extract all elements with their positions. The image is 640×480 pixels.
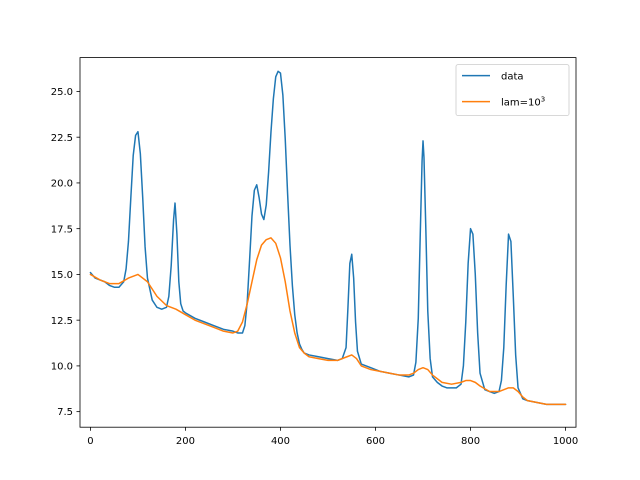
y-tick-label: 20.0 xyxy=(51,179,73,190)
series-line-smoothed xyxy=(89,237,567,406)
x-tick-label: 1000 xyxy=(553,436,578,447)
x-axis: 0 200 400 600 800 1000 xyxy=(87,427,578,447)
y-axis: 7.5 10.0 12.5 15.0 17.5 20.0 22.5 25.0 xyxy=(51,87,80,418)
legend-label-lam-exponent: 3 xyxy=(541,96,545,104)
y-tick-label: 10.0 xyxy=(51,362,73,373)
y-tick-label: 25.0 xyxy=(51,87,73,98)
legend-box xyxy=(455,64,570,116)
x-tick-label: 600 xyxy=(366,436,385,447)
legend-label-data: data xyxy=(501,72,524,83)
x-tick-label: 0 xyxy=(87,436,93,447)
plot-lines xyxy=(89,70,567,406)
y-tick-label: 15.0 xyxy=(51,270,73,281)
y-tick-label: 22.5 xyxy=(51,133,73,144)
axes-frame xyxy=(79,57,577,428)
legend-label-lam: lam=103 xyxy=(501,96,545,109)
legend: data lam=103 xyxy=(455,64,570,116)
legend-label-lam-base: lam=10 xyxy=(501,98,541,109)
y-tick-label: 12.5 xyxy=(51,316,73,327)
x-tick-label: 200 xyxy=(176,436,195,447)
y-tick-label: 17.5 xyxy=(51,224,73,235)
y-tick-label: 7.5 xyxy=(57,407,73,418)
x-tick-label: 800 xyxy=(461,436,480,447)
x-tick-label: 400 xyxy=(271,436,290,447)
